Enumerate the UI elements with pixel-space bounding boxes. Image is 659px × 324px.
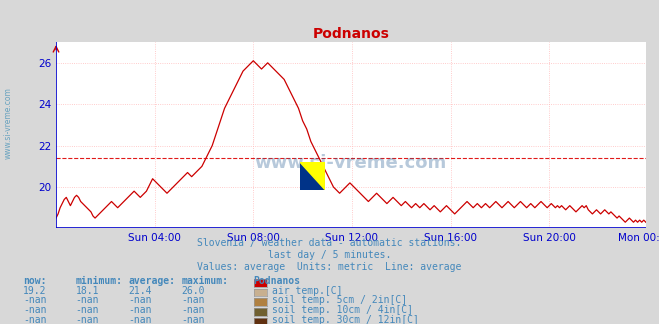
Text: soil temp. 5cm / 2in[C]: soil temp. 5cm / 2in[C] [272,295,407,306]
Text: air temp.[C]: air temp.[C] [272,286,343,296]
Text: -nan: -nan [76,315,100,324]
Text: minimum:: minimum: [76,276,123,286]
Text: -nan: -nan [129,295,152,306]
Text: Slovenia / weather data - automatic stations.: Slovenia / weather data - automatic stat… [197,238,462,248]
Polygon shape [300,162,325,190]
Text: -nan: -nan [23,295,47,306]
Text: 26.0: 26.0 [181,286,205,296]
Text: maximum:: maximum: [181,276,228,286]
Text: 21.4: 21.4 [129,286,152,296]
Text: soil temp. 30cm / 12in[C]: soil temp. 30cm / 12in[C] [272,315,419,324]
Text: Values: average  Units: metric  Line: average: Values: average Units: metric Line: aver… [197,262,462,272]
Text: www.si-vreme.com: www.si-vreme.com [4,87,13,159]
Text: -nan: -nan [23,315,47,324]
Text: 19.2: 19.2 [23,286,47,296]
Text: -nan: -nan [181,315,205,324]
Polygon shape [300,162,325,190]
Text: soil temp. 10cm / 4in[C]: soil temp. 10cm / 4in[C] [272,305,413,315]
Text: -nan: -nan [181,305,205,315]
Text: now:: now: [23,276,47,286]
Polygon shape [300,162,325,190]
Text: Podnanos: Podnanos [254,276,301,286]
Text: -nan: -nan [76,295,100,306]
Text: -nan: -nan [181,295,205,306]
Text: 18.1: 18.1 [76,286,100,296]
Title: Podnanos: Podnanos [312,27,389,41]
Text: -nan: -nan [129,315,152,324]
Text: -nan: -nan [23,305,47,315]
Text: last day / 5 minutes.: last day / 5 minutes. [268,250,391,260]
Text: average:: average: [129,276,175,286]
Text: -nan: -nan [129,305,152,315]
Text: www.si-vreme.com: www.si-vreme.com [255,154,447,172]
Text: -nan: -nan [76,305,100,315]
